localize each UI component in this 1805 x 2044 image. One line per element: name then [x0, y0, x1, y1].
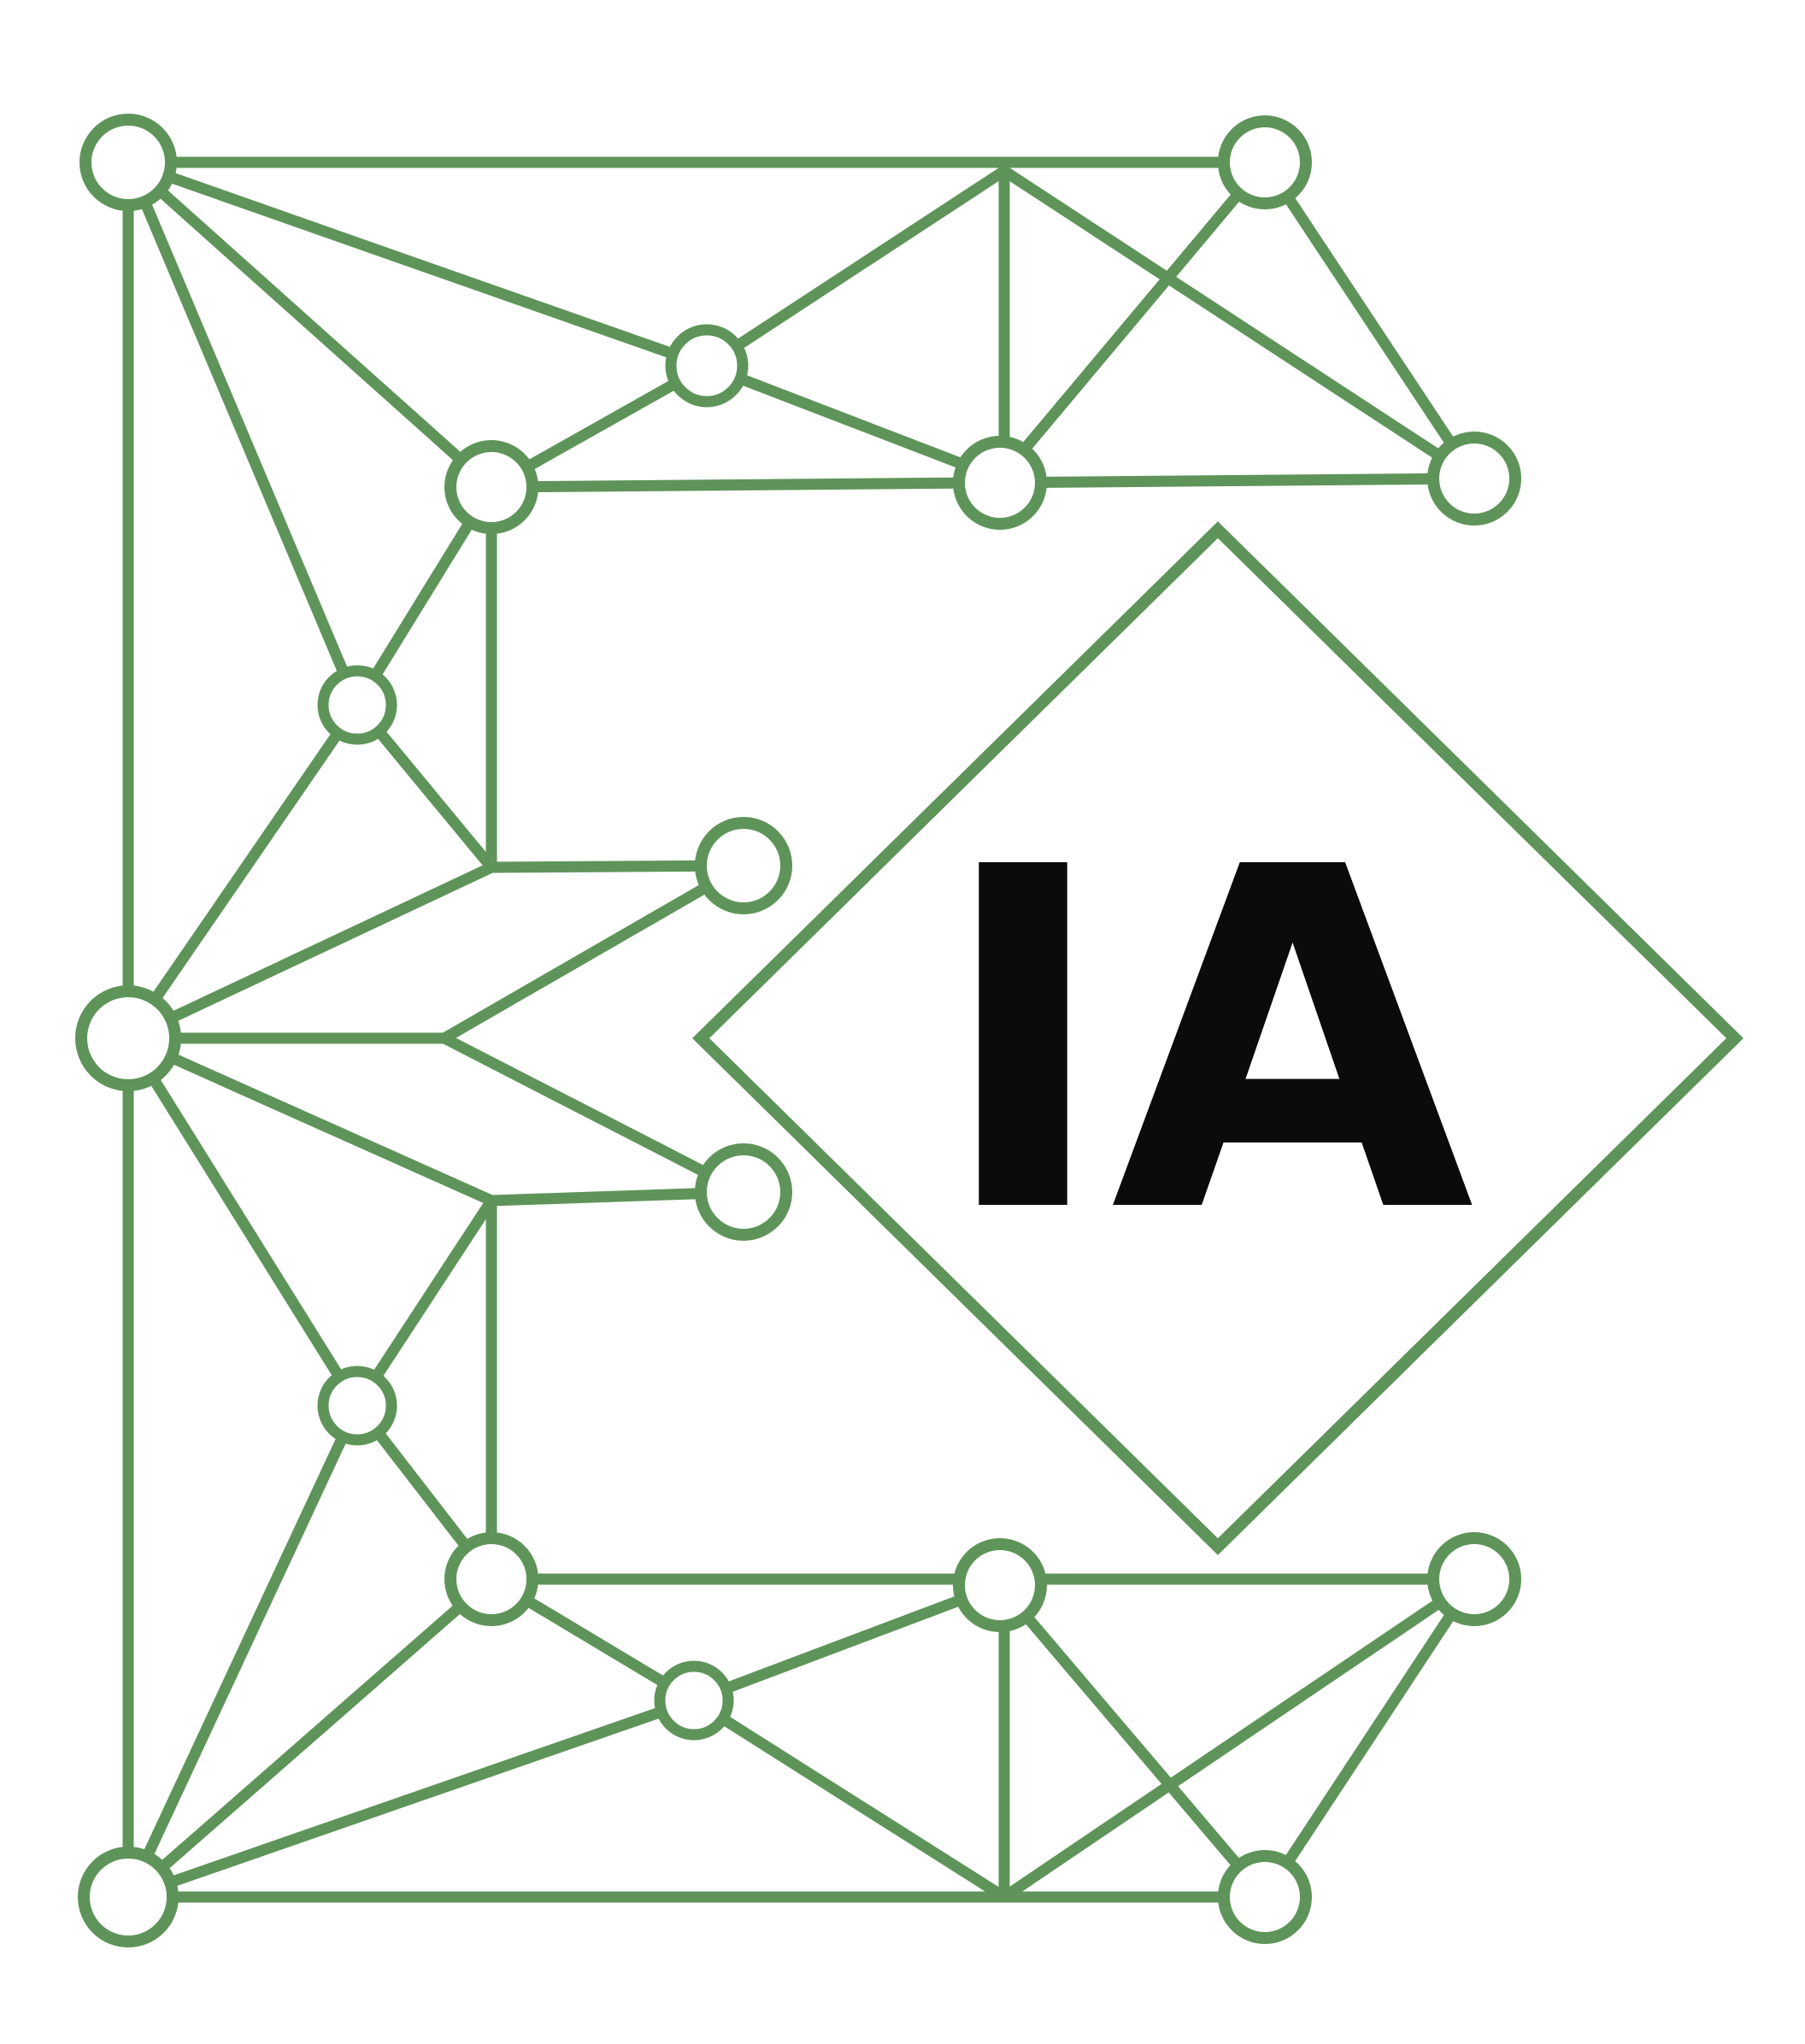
edge-top-left-to-node-2: [122, 156, 363, 711]
node-upper-left-inner: [444, 440, 538, 534]
logo-text: IA: [936, 768, 1478, 1316]
edge-inner-point-to-lower-right-node: [438, 1032, 750, 1198]
node-top-mid: [665, 324, 749, 408]
edge-junction-to-center-left: [122, 861, 497, 1044]
node-upper-right-end: [1427, 432, 1521, 526]
node-top-left: [79, 114, 177, 211]
edge-node-2-to-center-left: [122, 699, 363, 1044]
edge-node-4-to-bottom-left: [122, 1400, 363, 1903]
node-left-upper-mid: [317, 665, 397, 745]
node-bottom-right: [1218, 1850, 1312, 1944]
edge-right-node-to-bottom-junction: [998, 1573, 1480, 1903]
node-left-lower-mid: [317, 1366, 397, 1446]
edge-top-right-to-right: [1259, 156, 1480, 485]
node-center-left: [75, 985, 181, 1091]
edge-top-junction-to-right: [998, 165, 1480, 485]
edge-center-left-to-lower-junction: [122, 1032, 497, 1207]
edge-node-6-to-bottom-right: [994, 1579, 1271, 1903]
edge-center-left-to-node-4: [122, 1032, 363, 1412]
edge-lower-junction-to-node-4: [351, 1195, 497, 1412]
edge-upper-right-node-to-inner-point: [438, 860, 750, 1044]
node-upper-mid-right: [953, 436, 1047, 530]
node-center-upper-branch: [695, 817, 792, 914]
node-lower-mid-right: [953, 1538, 1047, 1632]
edge-top-left-to-midnode: [122, 156, 713, 372]
edge-bottom-left-to-lower-midnode: [122, 1695, 700, 1903]
diamond-frame: [692, 521, 1743, 1555]
edge-lower-midnode-to-bottom-junction: [688, 1695, 1010, 1903]
network-nodes: [75, 114, 1521, 1947]
edge-midnode-to-top-junction: [701, 165, 1010, 372]
edge-top-left-to-node-1: [122, 156, 497, 493]
node-center-lower-branch: [695, 1143, 792, 1241]
edge-lower-midnode-to-node-6: [688, 1579, 1006, 1706]
node-lower-left-inner: [444, 1532, 538, 1626]
edge-top-right-to-node-3: [994, 156, 1271, 485]
node-bottom-mid: [654, 1660, 734, 1741]
node-bottom-left: [78, 1847, 179, 1947]
edge-node-5-to-bottom-left: [122, 1573, 497, 1903]
edge-midnode-to-node-3: [701, 360, 1006, 485]
node-lower-right-end: [1427, 1532, 1521, 1626]
node-top-right: [1218, 115, 1312, 209]
edge-right-node-to-bottom-right: [1259, 1573, 1480, 1903]
